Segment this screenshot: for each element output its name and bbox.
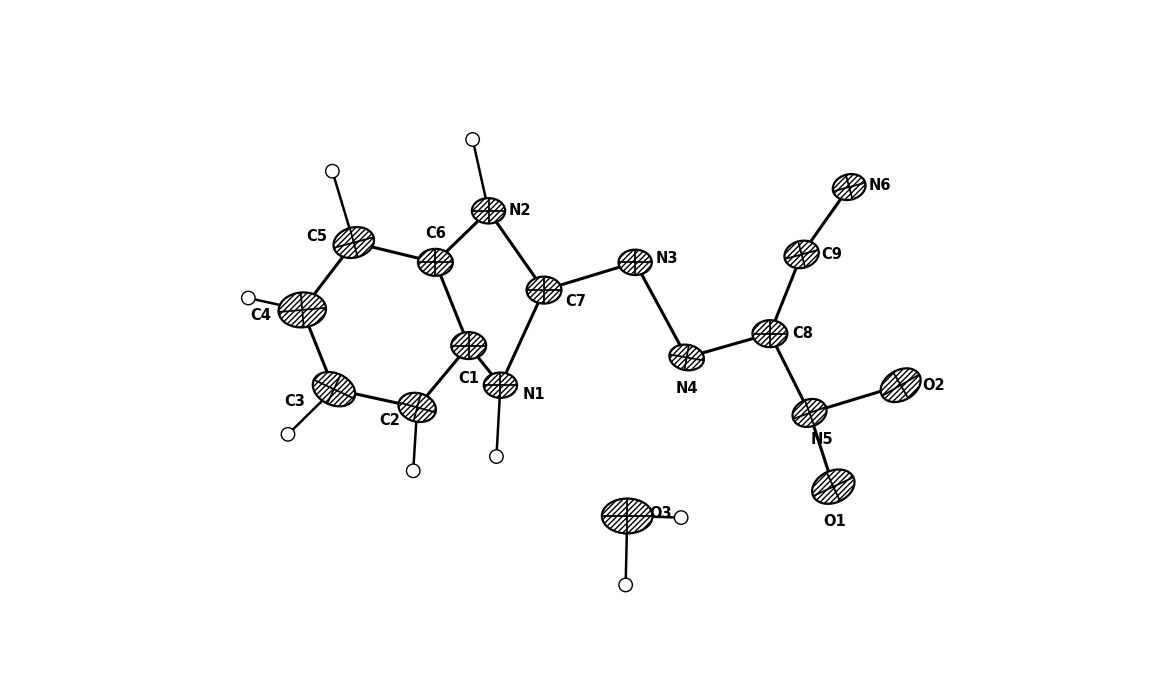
- Text: N3: N3: [655, 251, 679, 266]
- Text: N1: N1: [523, 387, 545, 402]
- Ellipse shape: [333, 227, 374, 258]
- Circle shape: [674, 511, 688, 524]
- Ellipse shape: [399, 393, 436, 422]
- Text: C8: C8: [792, 326, 813, 341]
- Circle shape: [242, 291, 256, 304]
- Text: C7: C7: [566, 294, 587, 309]
- Ellipse shape: [618, 250, 652, 275]
- Text: C1: C1: [458, 371, 479, 386]
- Ellipse shape: [451, 332, 486, 359]
- Ellipse shape: [279, 293, 327, 328]
- Ellipse shape: [472, 198, 505, 223]
- Text: C4: C4: [251, 308, 272, 323]
- Text: O2: O2: [923, 378, 945, 393]
- Text: N6: N6: [869, 178, 891, 193]
- Ellipse shape: [602, 498, 653, 533]
- Circle shape: [407, 464, 419, 477]
- Ellipse shape: [753, 320, 788, 347]
- Ellipse shape: [784, 241, 819, 268]
- Text: N4: N4: [675, 382, 698, 396]
- Circle shape: [466, 133, 480, 146]
- Circle shape: [325, 164, 339, 178]
- Circle shape: [619, 578, 632, 592]
- Ellipse shape: [483, 372, 517, 398]
- Text: O1: O1: [824, 514, 846, 528]
- Ellipse shape: [313, 372, 356, 406]
- Ellipse shape: [526, 276, 561, 304]
- Ellipse shape: [418, 249, 453, 276]
- Ellipse shape: [792, 399, 826, 427]
- Ellipse shape: [812, 470, 854, 504]
- Ellipse shape: [669, 344, 704, 370]
- Circle shape: [489, 450, 503, 463]
- Text: N2: N2: [508, 203, 531, 218]
- Text: C5: C5: [306, 229, 327, 244]
- Ellipse shape: [881, 368, 920, 402]
- Text: C2: C2: [379, 414, 400, 428]
- Text: C6: C6: [425, 226, 446, 241]
- Text: O3: O3: [650, 506, 672, 521]
- Circle shape: [281, 428, 295, 441]
- Text: N5: N5: [811, 432, 834, 447]
- Text: C3: C3: [284, 393, 304, 409]
- Text: C9: C9: [822, 247, 842, 262]
- Ellipse shape: [833, 174, 866, 200]
